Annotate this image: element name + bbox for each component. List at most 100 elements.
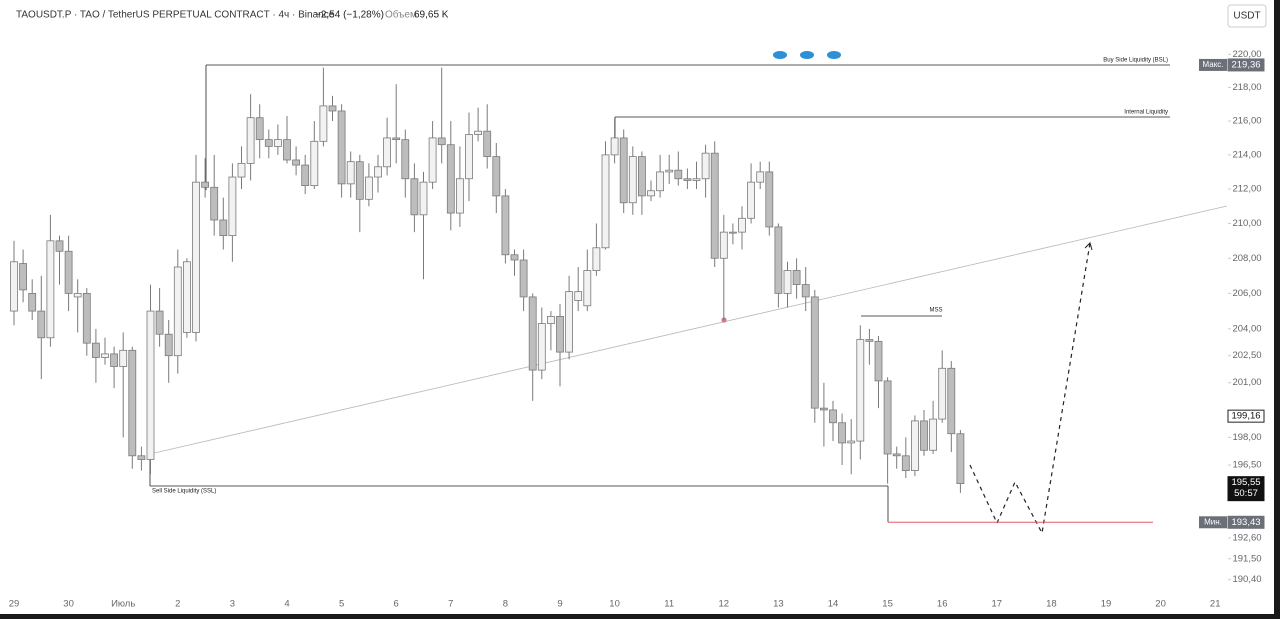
y-tick-label: 214,00 — [1232, 149, 1261, 160]
fish-icon — [773, 51, 787, 59]
x-tick-label: 6 — [394, 599, 399, 610]
candle-body — [255, 117, 264, 141]
candle-body — [201, 181, 210, 188]
candle-body — [292, 159, 301, 166]
candle-body — [146, 310, 155, 460]
x-tick-label: 20 — [1155, 599, 1166, 610]
candle-body — [28, 292, 37, 312]
candle-body — [892, 453, 901, 457]
candle-body — [419, 181, 428, 216]
candle-body — [46, 240, 55, 339]
y-tick-label: 220,00 — [1232, 49, 1261, 60]
candle-body — [19, 263, 28, 291]
candle-body — [756, 171, 765, 183]
currency-button[interactable] — [1227, 4, 1267, 28]
price-label-name: Мин. — [1204, 517, 1222, 526]
x-tick-label: 30 — [63, 599, 74, 610]
candle-body — [801, 284, 810, 298]
x-tick-label: 9 — [557, 599, 562, 610]
y-tick-label: 208,00 — [1232, 253, 1261, 264]
internal-label: Internal Liquidity — [1124, 110, 1168, 116]
candle-body — [283, 139, 291, 161]
candle-body — [610, 137, 619, 156]
x-tick-label: 14 — [828, 599, 839, 610]
trendline — [149, 205, 1228, 455]
x-tick-label: 19 — [1101, 599, 1112, 610]
x-tick-label: 5 — [339, 599, 344, 610]
fish-icons — [773, 51, 841, 59]
candle-body — [164, 333, 173, 357]
y-tick-label: 201,00 — [1232, 377, 1261, 388]
price-label-name-box — [1199, 58, 1227, 71]
candle-body — [92, 342, 100, 358]
candle-body — [310, 140, 319, 186]
candle-body — [37, 310, 46, 339]
candle-body — [437, 137, 446, 146]
y-tick-label: 202,50 — [1232, 350, 1261, 361]
candle-body — [856, 339, 865, 442]
x-tick-label: 16 — [937, 599, 948, 610]
candles — [10, 67, 965, 493]
candle-body — [883, 380, 892, 455]
candle-body — [628, 156, 637, 204]
candle-body — [82, 292, 91, 344]
projection-path — [969, 242, 1091, 535]
x-tick-label: 13 — [773, 599, 784, 610]
candle-body — [738, 217, 746, 233]
candle-body — [556, 316, 564, 353]
candle-body — [674, 169, 683, 180]
mss-label: MSS — [929, 308, 942, 314]
candle-body — [647, 190, 655, 197]
y-tick-label: 218,00 — [1232, 82, 1261, 93]
y-tick-label: 204,00 — [1232, 323, 1261, 334]
countdown: 50:57 — [1234, 488, 1258, 499]
candle-body — [956, 433, 965, 484]
candle-body — [747, 181, 755, 219]
candle-body — [155, 310, 164, 335]
price-label: 199,16 — [1231, 411, 1260, 422]
candle-body — [210, 186, 219, 221]
frame-bottom — [0, 614, 1280, 619]
candle-body — [392, 137, 401, 141]
candle-body — [301, 164, 310, 186]
candle-body — [182, 261, 191, 333]
candle-body — [355, 161, 364, 200]
candle-body — [73, 292, 82, 298]
candle-body — [492, 156, 501, 197]
price-label-box — [1227, 58, 1265, 72]
candle-body — [729, 231, 737, 234]
y-tick-label: 196,50 — [1232, 460, 1261, 471]
candle-body — [455, 178, 464, 214]
candle-body — [528, 296, 537, 371]
y-tick-label: 212,00 — [1232, 184, 1261, 195]
candle-body — [565, 291, 573, 353]
candle-body — [510, 254, 519, 261]
candle-body — [683, 178, 692, 181]
volume: 69,65 K — [414, 10, 449, 21]
frame-right — [1274, 0, 1280, 619]
price-label: 219,36 — [1231, 59, 1260, 70]
ssl-label: Sell Side Liquidity (SSL) — [152, 489, 216, 495]
candle-body — [820, 407, 828, 411]
y-tick-label: 210,00 — [1232, 218, 1261, 229]
price-label-box — [1227, 515, 1265, 529]
candle-body — [765, 171, 774, 228]
price-label-name: Макс. — [1202, 60, 1223, 69]
x-tick-label: 12 — [719, 599, 730, 610]
x-tick-label: 4 — [284, 599, 289, 610]
candle-body — [246, 117, 255, 164]
candle-body — [574, 291, 583, 301]
candle-body — [920, 420, 928, 451]
candle-body — [901, 455, 910, 471]
y-tick-label: 191,50 — [1232, 553, 1261, 564]
currency-label[interactable]: USDT — [1233, 11, 1260, 22]
symbol: TAOUSDT.P · TAO / TetherUS PERPETUAL CON… — [16, 10, 335, 21]
candle-body — [701, 152, 710, 180]
price-label-name-box — [1199, 516, 1227, 529]
candle-body — [137, 455, 146, 460]
candle-body — [474, 130, 483, 135]
x-tick-label: 18 — [1046, 599, 1057, 610]
